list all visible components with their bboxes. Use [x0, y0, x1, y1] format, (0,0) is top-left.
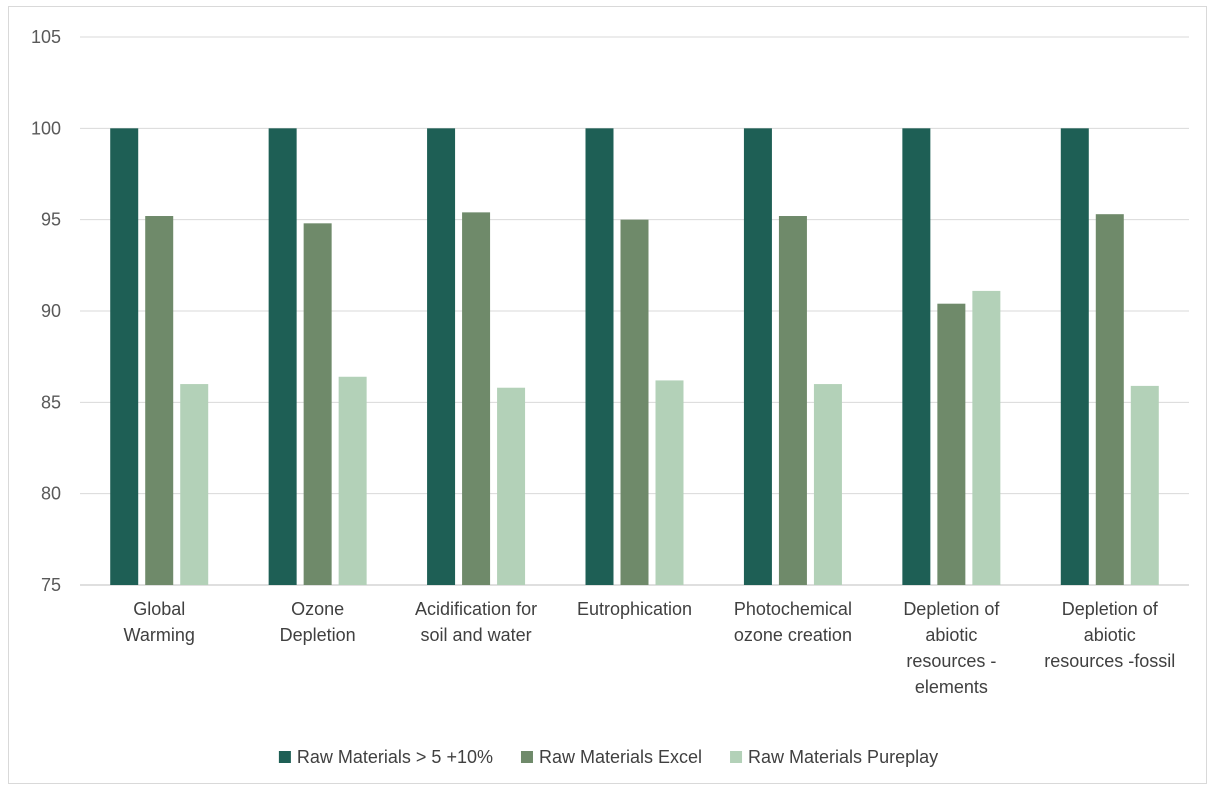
bar-chart: 75 80 85 90 95 100 105 Global Warming Ozone Deple…	[31, 27, 1189, 767]
bar	[303, 223, 332, 585]
legend-label: Raw Materials > 5 +10%	[297, 747, 493, 767]
y-tick-label: 90	[41, 301, 61, 321]
legend-label: Raw Materials Pureplay	[748, 747, 938, 767]
bar	[427, 128, 456, 585]
bar	[180, 384, 209, 585]
legend-label: Raw Materials Excel	[539, 747, 702, 767]
x-tick-label: Depletion of abiotic resources -elements	[903, 599, 1000, 697]
y-axis-labels: 75 80 85 90 95 100 105	[31, 27, 61, 595]
x-tick-label: Photochemical ozone creation	[734, 599, 852, 645]
legend: Raw Materials > 5 +10% Raw Materials Exce…	[278, 747, 938, 767]
bars	[110, 128, 1159, 586]
bar	[937, 303, 966, 585]
bar	[338, 376, 367, 585]
bar	[620, 219, 649, 585]
bar	[585, 128, 614, 585]
bar	[743, 128, 772, 585]
x-axis-labels: Global Warming Ozone Depletion Acidification…	[124, 599, 1176, 697]
x-tick-label: Eutrophication	[577, 599, 692, 619]
bar	[1130, 385, 1159, 585]
bar	[778, 216, 807, 585]
legend-swatch	[730, 751, 743, 763]
x-tick-label: Global Warming	[124, 599, 195, 645]
bar	[268, 128, 297, 585]
bar	[813, 384, 842, 585]
bar	[655, 380, 684, 585]
bar	[902, 128, 931, 585]
bar	[497, 387, 526, 585]
legend-swatch	[520, 751, 533, 763]
y-tick-label: 100	[31, 118, 61, 138]
y-tick-label: 75	[41, 575, 61, 595]
y-tick-label: 80	[41, 484, 61, 504]
legend-swatch	[278, 751, 291, 763]
x-tick-label: Depletion of abiotic resources -fossil	[1044, 599, 1175, 671]
bar	[972, 290, 1001, 585]
y-tick-label: 85	[41, 392, 61, 412]
y-tick-label: 95	[41, 210, 61, 230]
bar	[1095, 214, 1124, 586]
y-tick-label: 105	[31, 27, 61, 47]
x-tick-label: Ozone Depletion	[280, 599, 356, 645]
bar	[145, 216, 174, 585]
bar	[462, 212, 491, 586]
bar	[1060, 128, 1089, 585]
bar	[110, 128, 139, 585]
chart-frame: 75 80 85 90 95 100 105 Global Warming Ozone Deple…	[8, 6, 1207, 784]
x-tick-label: Acidification for soil and water	[415, 599, 537, 645]
